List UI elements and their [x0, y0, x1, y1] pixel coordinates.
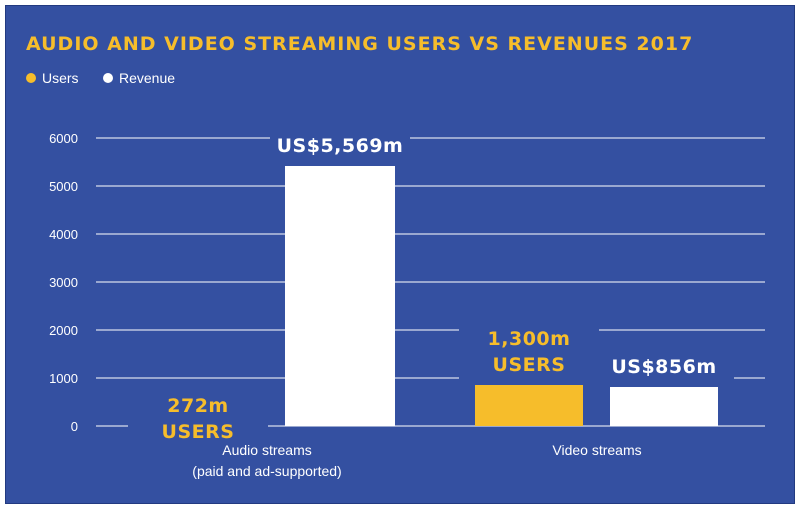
data-label-background: [459, 323, 599, 385]
data-label-background: [594, 351, 734, 387]
chart-title: AUDIO AND VIDEO STREAMING USERS VS REVEN…: [26, 33, 693, 55]
y-tick-label: 6000: [49, 131, 78, 146]
data-label: 1,300m: [488, 328, 571, 350]
y-tick-label: 1000: [49, 371, 78, 386]
category-label-audio: Audio streams: [222, 442, 311, 458]
data-label: USERS: [162, 421, 235, 443]
legend-revenue-label: Revenue: [119, 70, 175, 86]
bar-revenue-1: [610, 384, 718, 426]
y-tick-label: 2000: [49, 323, 78, 338]
legend-revenue-dot: [103, 73, 113, 83]
data-label: US$5,569m: [277, 135, 404, 157]
y-axis: 0 1000 2000 3000 4000 5000 6000: [49, 131, 78, 434]
data-label: 272m: [167, 395, 228, 417]
data-label: USERS: [493, 354, 566, 376]
y-tick-label: 3000: [49, 275, 78, 290]
legend: Users Revenue: [26, 70, 175, 86]
category-sublabel-audio: (paid and ad-supported): [192, 463, 341, 479]
y-tick-label: 5000: [49, 179, 78, 194]
data-label: US$856m: [611, 356, 716, 378]
y-tick-label: 4000: [49, 227, 78, 242]
legend-users-dot: [26, 73, 36, 83]
data-label-background: [128, 390, 268, 452]
y-tick-label: 0: [71, 419, 78, 434]
x-axis: Audio streams (paid and ad-supported) Vi…: [192, 442, 641, 479]
data-label-background: [270, 130, 410, 166]
legend-users-label: Users: [42, 70, 79, 86]
data-labels: 272m USERS 1,300m USERS US$5,569m US$856m: [128, 130, 734, 452]
bar-revenue-0: [285, 158, 395, 427]
category-label-video: Video streams: [552, 442, 641, 458]
